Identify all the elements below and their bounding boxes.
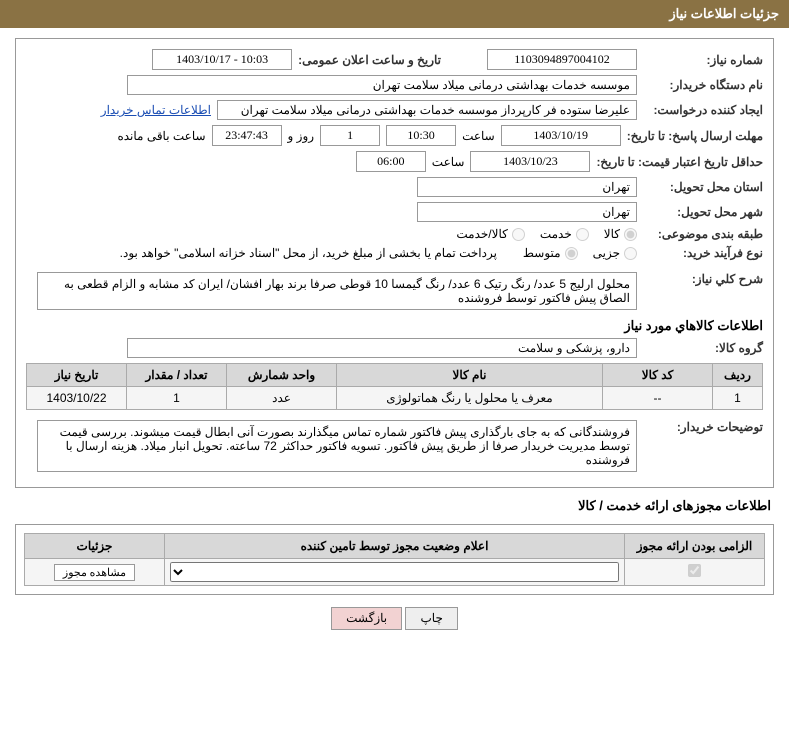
label-time-2: ساعت — [432, 155, 465, 169]
mandatory-checkbox — [688, 564, 701, 577]
hours-left-field — [212, 125, 282, 146]
th-row: ردیف — [713, 364, 763, 387]
city-field: تهران — [417, 202, 637, 222]
perm-details-cell: مشاهده مجوز — [25, 559, 165, 586]
status-select[interactable] — [170, 562, 619, 582]
radio-service[interactable]: خدمت — [540, 227, 589, 241]
page-title-bar: جزئیات اطلاعات نیاز — [0, 0, 789, 28]
label-remain: ساعت باقی مانده — [117, 129, 205, 143]
label-class: طبقه بندی موضوعی: — [643, 227, 763, 241]
label-announce: تاریخ و ساعت اعلان عمومی: — [298, 53, 441, 67]
items-table: ردیف کد کالا نام کالا واحد شمارش تعداد /… — [26, 363, 763, 410]
perm-row: مشاهده مجوز — [25, 559, 765, 586]
desc-field: محلول ارلیج 5 عدد/ رنگ رتیک 6 عدد/ رنگ گ… — [37, 272, 637, 310]
th-name: نام کالا — [337, 364, 603, 387]
label-validity: حداقل تاریخ اعتبار قیمت: تا تاریخ: — [596, 155, 763, 169]
print-button[interactable]: چاپ — [405, 607, 457, 630]
label-buyer: نام دستگاه خریدار: — [643, 78, 763, 92]
label-province: استان محل تحویل: — [643, 180, 763, 194]
perm-status-cell — [165, 559, 625, 586]
goods-info-title: اطلاعات كالاهاي مورد نياز — [26, 318, 763, 334]
perm-mandatory-cell — [625, 559, 765, 586]
province-field: تهران — [417, 177, 637, 197]
label-desc: شرح كلي نياز: — [643, 272, 763, 286]
cell-name: معرف یا محلول یا رنگ هماتولوژی — [337, 387, 603, 410]
deadline-date-field — [501, 125, 621, 146]
th-mandatory: الزامی بودن ارائه مجوز — [625, 534, 765, 559]
radio-goods[interactable]: کالا — [604, 227, 637, 241]
perm-table: الزامی بودن ارائه مجوز اعلام وضعیت مجوز … — [24, 533, 765, 586]
radio-minor[interactable]: جزیی — [593, 246, 637, 260]
cell-unit: عدد — [227, 387, 337, 410]
class-radio-group: کالا خدمت کالا/خدمت — [456, 227, 637, 241]
group-field: دارو، پزشکی و سلامت — [127, 338, 637, 358]
label-deadline: مهلت ارسال پاسخ: تا تاریخ: — [627, 129, 763, 143]
buyer-contact-link[interactable]: اطلاعات تماس خریدار — [101, 103, 211, 117]
table-row: 1 -- معرف یا محلول یا رنگ هماتولوژی عدد … — [27, 387, 763, 410]
validity-date-field — [470, 151, 590, 172]
days-left-field — [320, 125, 380, 146]
cell-code: -- — [603, 387, 713, 410]
label-city: شهر محل تحویل: — [643, 205, 763, 219]
th-status: اعلام وضعیت مجوز توسط تامین کننده — [165, 534, 625, 559]
radio-medium[interactable]: متوسط — [523, 246, 578, 260]
label-requester: ایجاد کننده درخواست: — [643, 103, 763, 117]
label-group: گروه کالا: — [643, 341, 763, 355]
label-time-1: ساعت — [462, 129, 495, 143]
label-days-and: روز و — [288, 129, 315, 143]
label-buyer-notes: توضیحات خریدار: — [643, 420, 763, 434]
back-button[interactable]: بازگشت — [331, 607, 402, 630]
cell-qty: 1 — [127, 387, 227, 410]
need-no-field — [487, 49, 637, 70]
buyer-notes-field: فروشندگانی که به جای بارگذاری پیش فاکتور… — [37, 420, 637, 472]
cell-row: 1 — [713, 387, 763, 410]
process-note: پرداخت تمام یا بخشی از مبلغ خرید، از محل… — [120, 246, 497, 260]
deadline-time-field — [386, 125, 456, 146]
view-permit-button[interactable]: مشاهده مجوز — [54, 564, 135, 581]
th-unit: واحد شمارش — [227, 364, 337, 387]
radio-goods-service[interactable]: کالا/خدمت — [456, 227, 524, 241]
perm-panel: الزامی بودن ارائه مجوز اعلام وضعیت مجوز … — [15, 524, 774, 595]
th-date: تاریخ نیاز — [27, 364, 127, 387]
announce-field — [152, 49, 292, 70]
label-need-no: شماره نیاز: — [643, 53, 763, 67]
th-qty: تعداد / مقدار — [127, 364, 227, 387]
validity-time-field — [356, 151, 426, 172]
label-process: نوع فرآیند خرید: — [643, 246, 763, 260]
th-details: جزئیات — [25, 534, 165, 559]
process-radio-group: جزیی متوسط — [523, 246, 637, 260]
perm-section-title: اطلاعات مجوزهای ارائه خدمت / کالا — [0, 498, 771, 514]
page-title: جزئیات اطلاعات نیاز — [669, 6, 779, 21]
buyer-field: موسسه خدمات بهداشتی درمانی میلاد سلامت ت… — [127, 75, 637, 95]
th-code: کد کالا — [603, 364, 713, 387]
requester-field: علیرضا ستوده فر کارپرداز موسسه خدمات بهد… — [217, 100, 637, 120]
cell-date: 1403/10/22 — [27, 387, 127, 410]
footer-buttons: چاپ بازگشت — [0, 607, 789, 630]
main-panel: شماره نیاز: تاریخ و ساعت اعلان عمومی: نا… — [15, 38, 774, 488]
